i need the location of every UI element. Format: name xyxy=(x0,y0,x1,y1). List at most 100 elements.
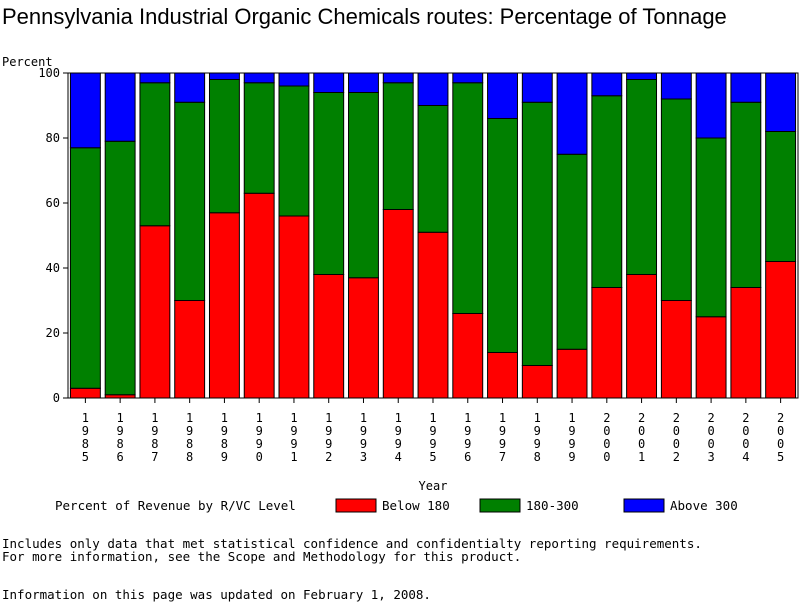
bar-segment xyxy=(730,72,762,103)
y-tick-label: 60 xyxy=(46,196,60,210)
bar-segment xyxy=(660,98,692,301)
bar-segment xyxy=(521,72,553,103)
bar-segment xyxy=(174,300,206,399)
bar-segment xyxy=(660,300,692,399)
bar-segment xyxy=(521,101,553,366)
page-title: Pennsylvania Industrial Organic Chemical… xyxy=(2,4,727,29)
bar-segment xyxy=(104,140,136,396)
bar-segment xyxy=(278,72,310,87)
legend-label: Below 180 xyxy=(382,498,450,513)
bar-segment xyxy=(765,131,797,262)
y-tick-label: 100 xyxy=(38,66,60,80)
bar-segment xyxy=(104,72,136,142)
bar-segment xyxy=(626,72,658,80)
x-axis-label: Year xyxy=(419,479,448,493)
legend-label: Above 300 xyxy=(670,498,738,513)
bar-segment xyxy=(174,72,206,103)
bar-segment xyxy=(626,79,658,275)
legend-swatch xyxy=(479,498,521,513)
bar-segment xyxy=(730,101,762,288)
bar-segment xyxy=(174,101,206,301)
bar-segment xyxy=(417,72,449,106)
bar-segment xyxy=(765,72,797,132)
y-tick-label: 0 xyxy=(53,391,60,405)
bar-segment xyxy=(208,212,240,399)
bar-segment xyxy=(382,72,414,84)
bar-segment xyxy=(730,287,762,399)
bar-segment xyxy=(556,72,588,155)
bar-segment xyxy=(556,153,588,350)
y-tick-label: 20 xyxy=(46,326,60,340)
bar-segment xyxy=(626,274,658,399)
bar-segment xyxy=(487,352,518,399)
bar-segment xyxy=(765,261,797,399)
bar-segment xyxy=(243,72,275,84)
bar-segment xyxy=(382,82,414,210)
bar-segment xyxy=(452,313,484,399)
bar-segment xyxy=(208,79,240,214)
bar-segment xyxy=(382,209,414,399)
bar-segment xyxy=(139,225,171,399)
bar-segment xyxy=(313,274,345,399)
bar-segment xyxy=(313,72,345,93)
bar-segment xyxy=(591,287,623,399)
bar-segment xyxy=(69,387,101,399)
bar-segment xyxy=(208,72,240,80)
bar-segment xyxy=(695,137,727,318)
y-tick-label: 80 xyxy=(46,131,60,145)
bar-segment xyxy=(348,277,379,399)
footnote-updated: Information on this page was updated on … xyxy=(2,587,431,602)
bar-segment xyxy=(660,72,692,100)
plot-area: 0 20 40 60 80 100 1 9 8 5 1 9 8 6 1 9 8 7 1 9 8 8 1 9 8 9 1 9 9 0 1 9 9 1… xyxy=(38,66,799,464)
bar-segment xyxy=(556,348,588,399)
bar-segment xyxy=(487,72,518,119)
bar-segment xyxy=(69,72,101,149)
bar-segment xyxy=(452,82,484,314)
bar-segment xyxy=(243,192,275,399)
y-tick-label: 40 xyxy=(46,261,60,275)
stacked-bar-chart: Percent 0 20 40 60 80 100 1 9 8 5 1 9 8 6 1 9 8 7 1 9 8 8 1 9 8 9… xyxy=(2,55,799,513)
bar-segment xyxy=(278,215,310,399)
bar-segment xyxy=(591,72,623,97)
bar-segment xyxy=(695,72,727,139)
footnote-confidence: Includes only data that met statistical … xyxy=(2,536,702,551)
bar-segment xyxy=(521,365,553,399)
bar-segment xyxy=(417,231,449,399)
bar-segment xyxy=(69,147,101,389)
bar-segment xyxy=(487,118,518,353)
bar-segment xyxy=(695,316,727,399)
legend-title: Percent of Revenue by R/VC Level xyxy=(55,498,296,513)
bar-segment xyxy=(243,82,275,194)
bar-segment xyxy=(139,72,171,84)
legend-swatch xyxy=(335,498,377,513)
bar-segment xyxy=(278,85,310,217)
bar-segment xyxy=(348,72,379,93)
bar-segment xyxy=(417,105,449,233)
bar-segment xyxy=(591,95,623,288)
legend: Percent of Revenue by R/VC Level Below 18… xyxy=(55,498,738,513)
legend-label: 180-300 xyxy=(526,498,579,513)
bar-segment xyxy=(139,82,171,227)
bar-segment xyxy=(452,72,484,84)
